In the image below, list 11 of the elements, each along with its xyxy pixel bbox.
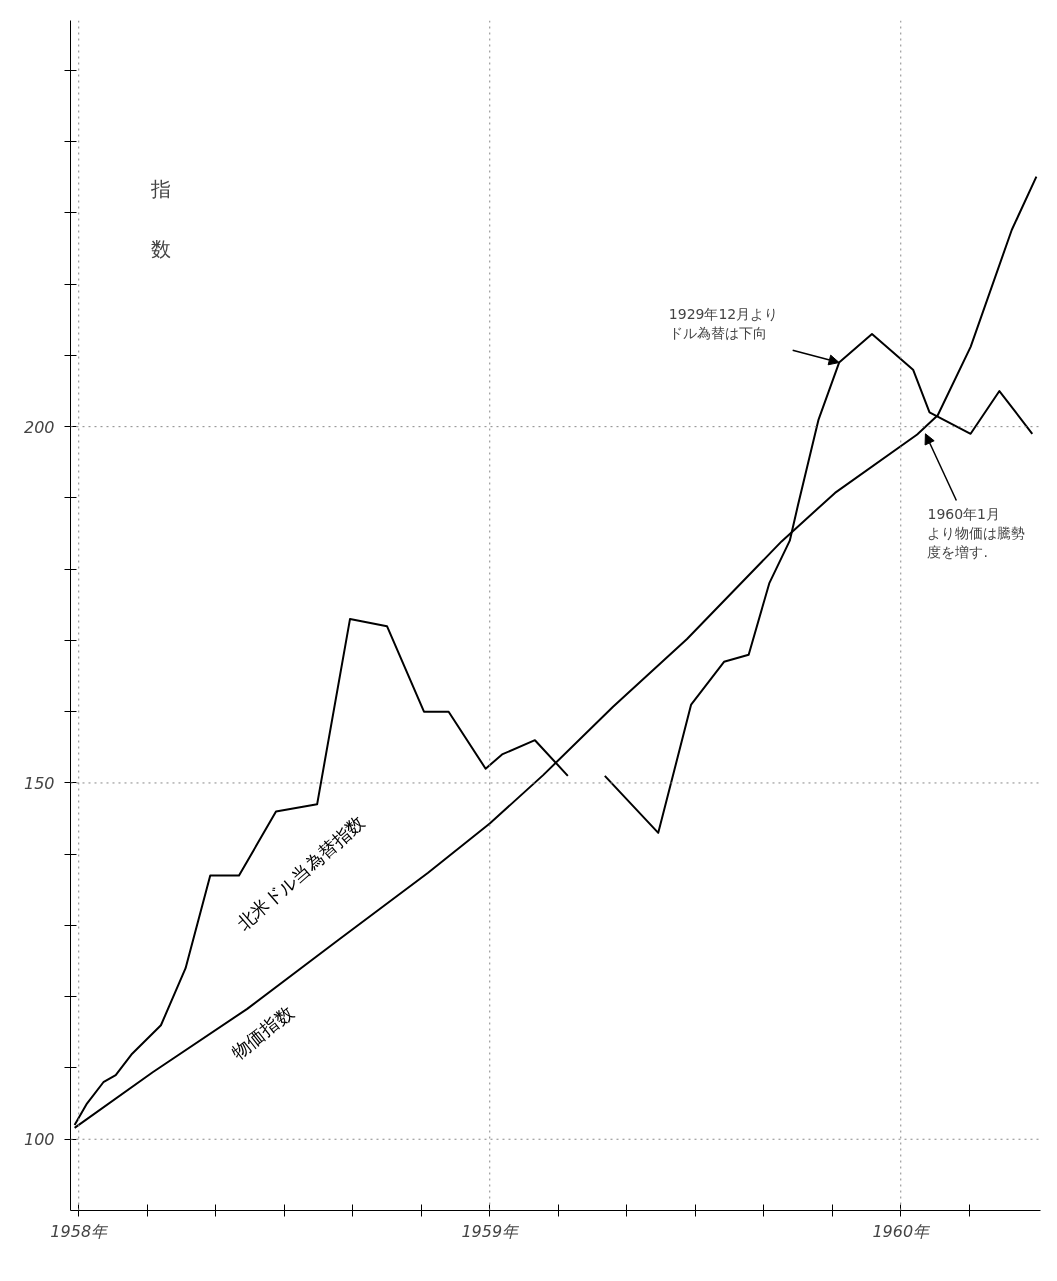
x-tick-label: 1958年 (50, 1221, 110, 1241)
x-tick-label: 1959年 (461, 1221, 521, 1241)
text: 指数 (150, 176, 171, 261)
y-tick-label: 100 (23, 1130, 55, 1150)
text: 物価指数 (227, 1001, 298, 1063)
x-tick-label: 1960年 (872, 1221, 932, 1241)
y-tick-label: 150 (23, 773, 55, 793)
annotation: 1960年1月より物価は騰勢度を増す. (927, 505, 1026, 560)
text: 北米ドル当為替指数 (232, 811, 369, 935)
y-tick-label: 200 (23, 417, 55, 437)
annotation: 1929年12月よりドル為替は下向 (668, 306, 779, 342)
